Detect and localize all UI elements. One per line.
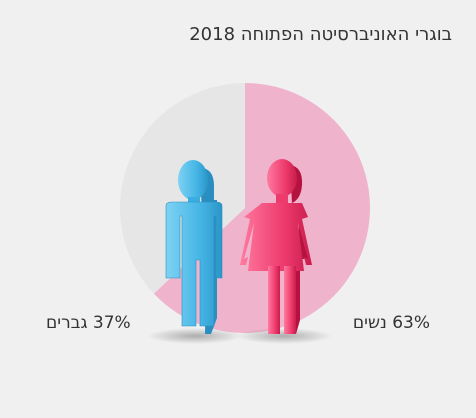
slice-label-men: 37% גברים xyxy=(46,313,131,333)
figure-shadow-woman xyxy=(236,328,332,344)
man-figure-icon xyxy=(165,160,223,334)
pie-slices xyxy=(120,83,370,333)
figure-shadow-man xyxy=(147,328,243,344)
woman-figure-icon xyxy=(240,159,312,334)
chart-title: בוגרי האוניברסיטה הפתוחה 2018 xyxy=(189,24,452,45)
slice-label-women: 63% נשים xyxy=(352,313,430,333)
